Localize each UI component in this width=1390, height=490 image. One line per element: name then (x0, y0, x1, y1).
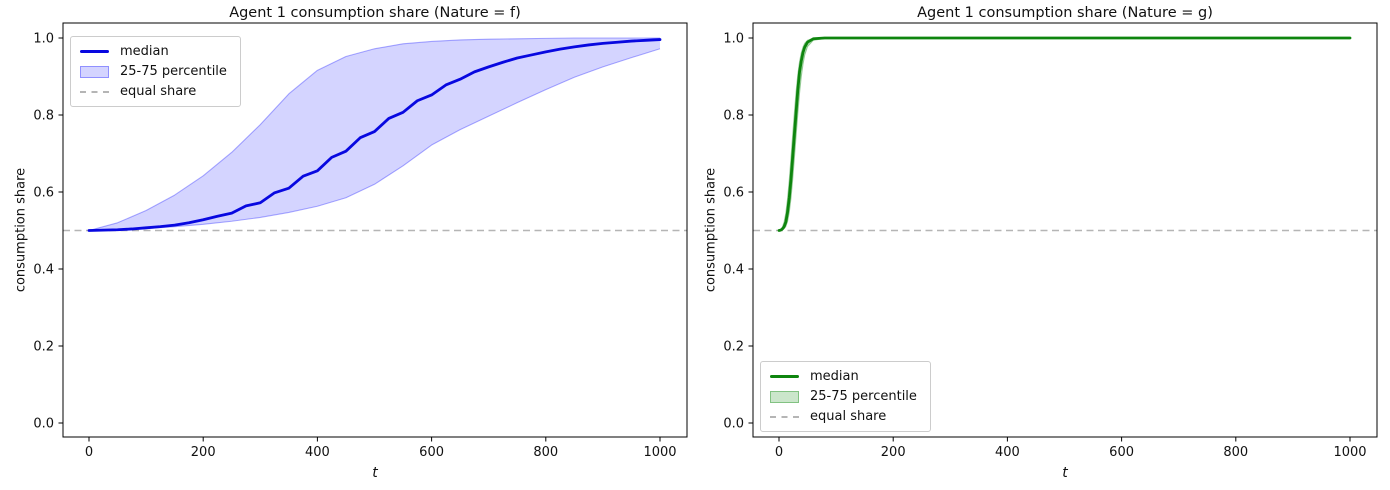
x-tick-label: 0 (775, 445, 783, 460)
x-axis-label-f: t (372, 465, 378, 481)
legend-item-median: median (80, 44, 227, 59)
y-tick-label: 0.4 (723, 263, 744, 278)
legend-label-median: median (120, 44, 169, 59)
x-tick-label: 600 (419, 445, 444, 460)
legend-item-equal-share: equal share (770, 409, 917, 424)
y-tick-label: 0.6 (723, 186, 744, 201)
panel-nature-g: 0 200 400 600 800 1000 0.0 0.2 0.4 0.6 0.8 1.0 (723, 22, 1378, 460)
legend-label-equal-share: equal share (810, 409, 887, 424)
legend-nature-f: median 25-75 percentile equal share (70, 36, 241, 107)
legend-item-median: median (770, 369, 917, 384)
percentile-band-swatch (770, 390, 799, 403)
x-tick-label: 800 (1223, 445, 1248, 460)
x-tick-label: 600 (1109, 445, 1134, 460)
percentile-band (89, 38, 660, 231)
median-line (777, 36, 1352, 232)
x-tick-label: 200 (881, 445, 906, 460)
legend-label-percentile: 25-75 percentile (810, 389, 917, 404)
x-tick-label: 1000 (1333, 445, 1366, 460)
percentile-band-swatch (80, 65, 109, 78)
x-tick-label: 200 (191, 445, 216, 460)
equal-share-line-swatch (80, 90, 109, 93)
x-tick-label: 800 (533, 445, 558, 460)
legend-nature-g: median 25-75 percentile equal share (760, 361, 931, 432)
legend-item-percentile: 25-75 percentile (80, 64, 227, 79)
legend-item-equal-share: equal share (80, 84, 227, 99)
legend-label-percentile: 25-75 percentile (120, 64, 227, 79)
band-upper-edge (88, 37, 660, 232)
y-tick-label: 0.0 (33, 417, 54, 432)
y-tick-label: 0.4 (33, 263, 54, 278)
y-tick-label: 0.2 (723, 340, 744, 355)
x-tick-label: 1000 (643, 445, 676, 460)
y-axis-label-g: consumption share (703, 167, 719, 293)
percentile-band (779, 38, 1350, 231)
legend-label-median: median (810, 369, 859, 384)
median-line-swatch (770, 375, 799, 378)
legend-item-percentile: 25-75 percentile (770, 389, 917, 404)
equal-share-line-swatch (770, 415, 799, 418)
median-line (87, 38, 662, 232)
chart-title-nature-f: Agent 1 consumption share (Nature = f) (229, 5, 521, 21)
y-tick-label: 0.8 (723, 109, 744, 124)
band-lower-edge (779, 37, 1350, 232)
y-tick-label: 1.0 (33, 32, 54, 47)
x-tick-label: 400 (305, 445, 330, 460)
legend-label-equal-share: equal share (120, 84, 197, 99)
chart-title-nature-g: Agent 1 consumption share (Nature = g) (917, 5, 1213, 21)
x-tick-label: 0 (85, 445, 93, 460)
panel-nature-f: 0 200 400 600 800 1000 0.0 0.2 0.4 0.6 0.8 1.0 (33, 22, 688, 460)
band-lower-edge (88, 48, 661, 232)
y-tick-label: 0.2 (33, 340, 54, 355)
y-tick-label: 0.0 (723, 417, 744, 432)
y-tick-label: 0.8 (33, 109, 54, 124)
band-upper-edge (778, 37, 1350, 231)
y-tick-label: 1.0 (723, 32, 744, 47)
y-axis-label-f: consumption share (13, 167, 29, 293)
axes-frame (752, 22, 1378, 438)
x-tick-label: 400 (995, 445, 1020, 460)
x-axis-label-g: t (1062, 465, 1068, 481)
y-tick-label: 0.6 (33, 186, 54, 201)
median-line-swatch (80, 50, 109, 53)
axes-frame (62, 22, 688, 438)
